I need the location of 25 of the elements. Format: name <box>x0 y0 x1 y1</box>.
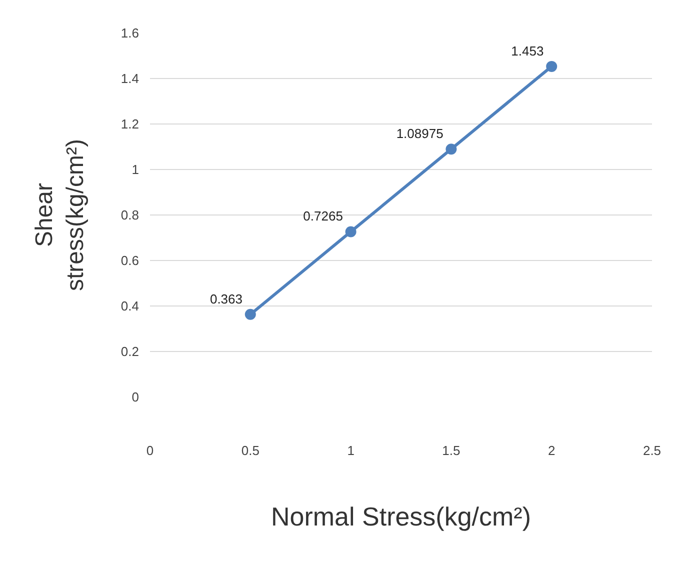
data-label: 0.7265 <box>303 208 343 224</box>
y-tick-label: 1.4 <box>120 71 139 86</box>
data-label: 0.363 <box>210 291 243 306</box>
y-tick-label: 1.6 <box>120 26 139 41</box>
y-tick-label: 0.6 <box>120 253 139 268</box>
y-tick-label: 1.2 <box>120 116 139 132</box>
point <box>546 60 558 72</box>
x-tick-label: 1 <box>347 443 354 458</box>
y-tick-label: 0 <box>132 390 139 405</box>
data-label: 1.453 <box>511 43 544 58</box>
data-label: 1.08975 <box>396 126 444 141</box>
x-tick-label: 1.5 <box>442 443 460 458</box>
y-tick-label: 0.8 <box>120 208 139 223</box>
point <box>244 308 256 320</box>
point <box>345 226 356 238</box>
x-axis-title: Normal Stress(kg/cm²) <box>270 502 532 532</box>
x-tick-label: 0.5 <box>241 443 260 458</box>
y-tick-label: 1 <box>132 162 139 178</box>
y-tick-label: 0.4 <box>120 298 139 314</box>
y-axis-title: Shear stress(kg/cm²) <box>30 139 90 291</box>
x-tick-label: 0 <box>146 443 154 458</box>
x-tick-label: 2.5 <box>642 443 662 458</box>
point <box>446 144 457 155</box>
x-tick-label: 2 <box>548 443 556 458</box>
y-tick-label: 0.2 <box>120 344 139 360</box>
